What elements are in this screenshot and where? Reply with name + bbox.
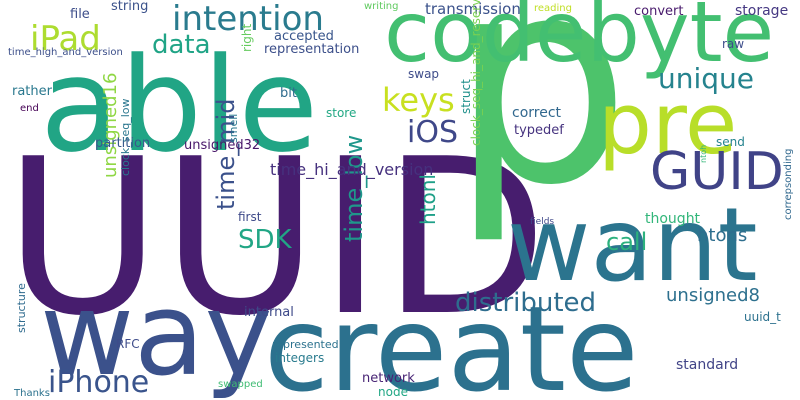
cloud-word: send [716,135,745,149]
cloud-word: htonl [416,174,440,225]
cloud-word: unsigned8 [666,285,760,306]
cloud-word: create [264,280,639,400]
cloud-word: p [450,0,631,248]
cloud-word: partition [95,136,151,151]
cloud-word: iOS [407,115,458,150]
cloud-word: ntoh [699,144,708,163]
cloud-word: thought [645,211,701,227]
cloud-word: time_low [340,134,368,242]
cloud-word: transmission [425,0,521,18]
cloud-word: internal [244,305,294,320]
cloud-word: distributed [455,288,597,318]
cloud-word: rather [12,84,52,99]
cloud-word: represented [272,338,339,351]
cloud-word: data [152,30,211,60]
cloud-word: pre [598,75,738,174]
cloud-word: unsigned32 [184,138,261,153]
cloud-word: network [362,371,415,386]
cloud-word: smell [227,113,240,143]
cloud-word: time_high_and_version [8,47,123,58]
cloud-word: swapped [218,379,263,390]
cloud-word: bit [280,86,297,101]
cloud-word: time_hi_and_version [270,160,434,179]
cloud-word: Thanks [14,388,50,399]
cloud-word: clock_seq_hi_and_reserved [469,0,483,146]
cloud-word: uuid_t [744,310,781,324]
cloud-word: keys [382,81,455,119]
cloud-word: intention [172,0,324,39]
cloud-word: way [40,268,273,400]
cloud-word: end [20,103,39,114]
cloud-word: GUID [650,142,784,202]
cloud-word: store [326,106,357,120]
cloud-word: convert [634,4,684,19]
cloud-word: structure [15,283,28,333]
cloud-word: string [111,0,149,14]
cloud-word: file [70,7,90,22]
cloud-word: accepted [274,29,334,44]
cloud-word: SDK [238,225,292,255]
cloud-word: want [507,186,758,305]
cloud-word: raw [722,37,745,51]
cloud-word: iPhone [48,365,150,400]
cloud-word: clock_seq_low [119,98,132,176]
cloud-word: node [378,385,408,399]
cloud-word: writing [364,1,399,12]
cloud-word: correct [512,105,562,121]
cloud-word: representation [264,42,360,57]
cloud-word: codebyte [384,0,775,81]
cloud-word: standard [676,357,739,373]
cloud-word: UUID [4,112,548,363]
cloud-word: typedef [514,123,564,138]
cloud-word: storage [735,3,789,19]
cloud-word: reading [534,3,572,14]
cloud-word: able [40,29,319,181]
cloud-word: correpsonding [783,148,794,220]
cloud-word: right [240,23,254,52]
cloud-word: swap [408,67,440,81]
cloud-word: fields [530,217,555,227]
cloud-word: integers [275,351,325,365]
cloud-word: call [606,228,648,256]
cloud-word: htons [697,225,748,246]
cloud-word: iPad [30,19,101,59]
cloud-word: RFC [116,337,140,351]
cloud-word: unsigned16 [100,72,121,178]
cloud-word: unique [658,62,755,95]
cloud-word: first [238,210,262,224]
